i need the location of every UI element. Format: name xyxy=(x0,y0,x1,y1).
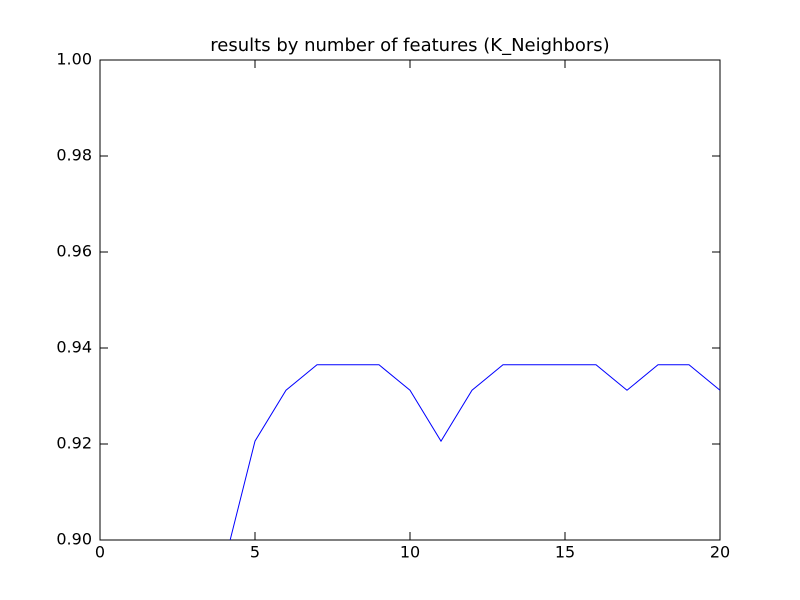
x-tick-label: 0 xyxy=(95,543,105,562)
chart-title: results by number of features (K_Neighbo… xyxy=(210,35,609,56)
y-tick-label: 0.90 xyxy=(56,530,92,549)
y-tick-label: 0.92 xyxy=(56,434,92,453)
x-tick-label: 20 xyxy=(710,543,730,562)
line-series xyxy=(229,364,720,540)
y-tick-label: 0.94 xyxy=(56,338,92,357)
y-tick-label: 1.00 xyxy=(56,50,92,69)
x-tick-label: 15 xyxy=(555,543,575,562)
y-tick-label: 0.98 xyxy=(56,146,92,165)
y-tick-label: 0.96 xyxy=(56,242,92,261)
x-tick-label: 5 xyxy=(250,543,260,562)
x-tick-label: 10 xyxy=(400,543,420,562)
